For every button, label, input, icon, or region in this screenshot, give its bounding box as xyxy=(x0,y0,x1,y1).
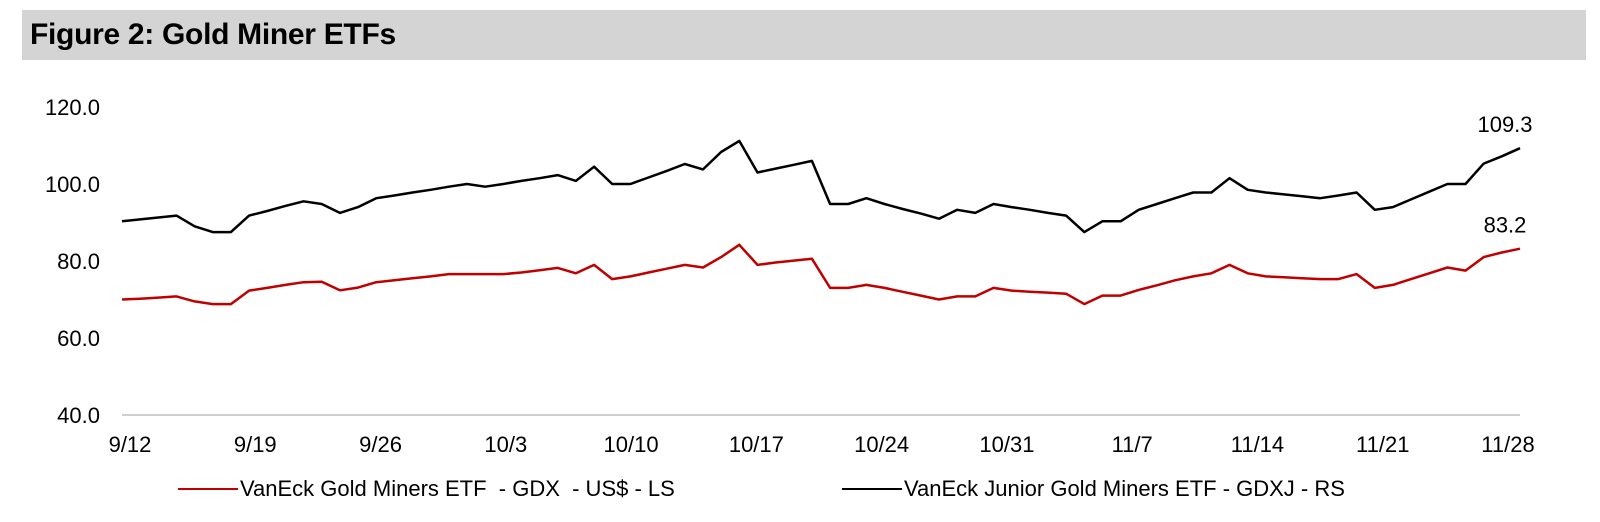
x-tick-label: 10/17 xyxy=(729,432,784,457)
end-value-labels: 83.2 109.3 xyxy=(1477,112,1532,237)
legend-label-gdx: VanEck Gold Miners ETF - GDX - US$ - LS xyxy=(240,476,675,501)
series-line-gdxj xyxy=(121,139,1521,234)
series-line-gdx xyxy=(121,243,1521,306)
end-label-gdxj: 109.3 xyxy=(1477,112,1532,137)
x-tick-label: 9/19 xyxy=(234,432,277,457)
y-tick-label: 40.0 xyxy=(57,403,100,428)
x-tick-label: 10/24 xyxy=(854,432,909,457)
x-tick-label: 9/12 xyxy=(109,432,152,457)
x-tick-label: 10/3 xyxy=(484,432,527,457)
x-tick-label: 11/21 xyxy=(1356,432,1409,457)
x-tick-label: 10/31 xyxy=(979,432,1034,457)
legend-item-gdx: VanEck Gold Miners ETF - GDX - US$ - LS xyxy=(178,476,675,502)
x-tick-label: 9/26 xyxy=(359,432,402,457)
chart-title: Figure 2: Gold Miner ETFs xyxy=(30,18,396,51)
x-tick-label: 11/14 xyxy=(1231,432,1284,457)
x-axis-tick-labels: 9/12 9/19 9/26 10/3 10/10 10/17 10/24 10/31 11/7… xyxy=(109,432,1535,457)
end-label-gdx: 83.2 xyxy=(1484,213,1527,238)
y-axis-tick-labels: 120.0 100.0 80.0 60.0 40.0 xyxy=(45,95,100,428)
y-tick-label: 120.0 xyxy=(45,95,100,120)
y-tick-label: 80.0 xyxy=(57,249,100,274)
legend-swatch-gdxj xyxy=(842,488,902,490)
x-tick-label: 11/7 xyxy=(1112,432,1153,457)
legend: VanEck Gold Miners ETF - GDX - US$ - LS … xyxy=(0,476,1600,506)
y-tick-label: 60.0 xyxy=(57,326,100,351)
series-lines xyxy=(121,139,1521,306)
y-tick-label: 100.0 xyxy=(45,172,100,197)
legend-label-gdxj: VanEck Junior Gold Miners ETF - GDXJ - R… xyxy=(904,476,1345,501)
legend-swatch-gdx xyxy=(178,488,238,490)
legend-item-gdxj: VanEck Junior Gold Miners ETF - GDXJ - R… xyxy=(842,476,1345,502)
x-tick-label: 10/10 xyxy=(604,432,659,457)
x-tick-label: 11/28 xyxy=(1481,432,1534,457)
title-bar: Figure 2: Gold Miner ETFs xyxy=(22,10,1586,60)
